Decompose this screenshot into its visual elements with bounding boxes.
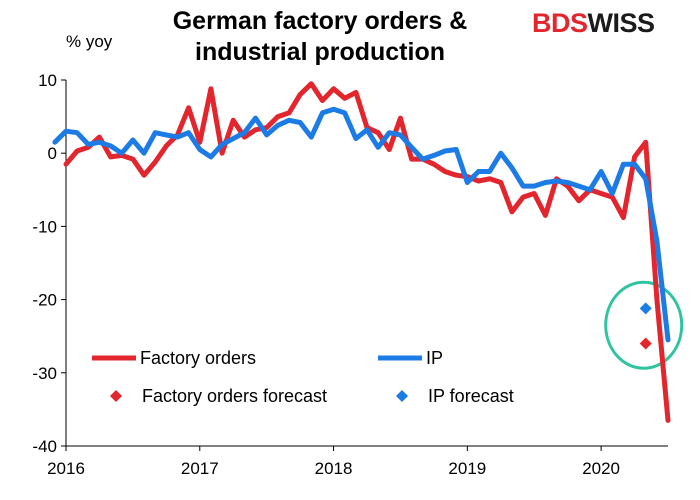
- x-tick-label: 2020: [582, 459, 620, 478]
- x-tick-label: 2019: [448, 459, 486, 478]
- chart-title-line-1: German factory orders &: [172, 7, 468, 35]
- axes: 10 0 -10 -20 -30 -40 2016 2017 2018 2019 2020: [32, 71, 668, 478]
- legend-swatch-factory-orders-forecast: [110, 390, 122, 402]
- logo-bd: BD: [532, 8, 571, 38]
- y-tick-label: -30: [32, 364, 57, 383]
- x-tick-label: 2017: [181, 459, 219, 478]
- ip-forecast-marker: [639, 302, 652, 315]
- chart-title: German factory orders & industrial produ…: [110, 6, 530, 68]
- legend-swatch-ip-forecast: [396, 390, 408, 402]
- logo-swiss: SWISS: [570, 8, 655, 38]
- logo-s: S: [570, 8, 588, 38]
- logo-wiss: WISS: [587, 8, 656, 38]
- y-tick-label: 10: [38, 71, 57, 90]
- y-tick-label: -40: [32, 437, 57, 456]
- legend-label-factory-orders: Factory orders: [140, 348, 256, 368]
- series-layer: [52, 81, 684, 423]
- legend-label-ip: IP: [426, 348, 443, 368]
- legend-label-factory-orders-forecast: Factory orders forecast: [142, 386, 327, 406]
- y-tick-label: -10: [32, 217, 57, 236]
- legend-label-ip-forecast: IP forecast: [428, 386, 514, 406]
- factory-orders-forecast-marker: [639, 337, 652, 350]
- highlight-circle: [604, 280, 684, 370]
- chart-title-line-2: industrial production: [195, 38, 445, 66]
- x-tick-label: 2018: [315, 459, 353, 478]
- bdswiss-logo: BDSWISS: [532, 8, 655, 39]
- ip-line: [52, 106, 671, 343]
- x-tick-label: 2016: [47, 459, 85, 478]
- y-axis-label: % yoy: [66, 32, 113, 51]
- y-tick-label: -20: [32, 291, 57, 310]
- legend: Factory orders IP Factory orders forecast I…: [92, 348, 514, 406]
- y-tick-label: 0: [48, 144, 57, 163]
